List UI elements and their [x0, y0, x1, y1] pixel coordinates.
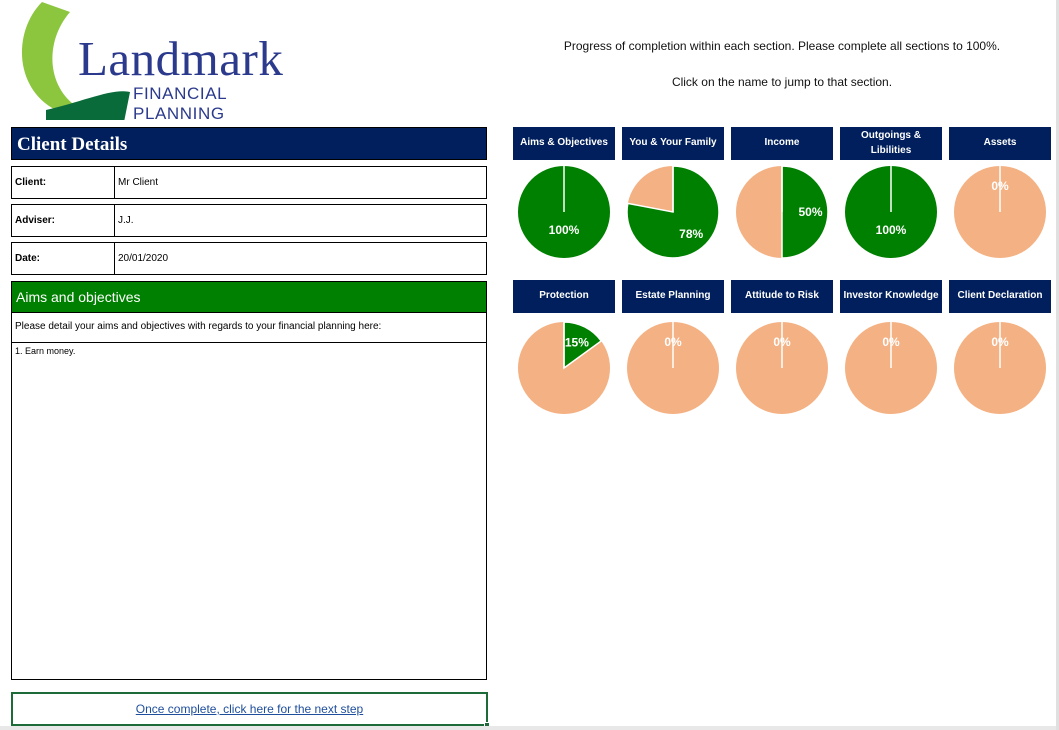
pie-assets: 0% [954, 166, 1046, 258]
client-value[interactable]: Mr Client [118, 177, 159, 188]
pie-percent-label: 0% [882, 335, 900, 349]
pie-percent-label: 0% [773, 335, 791, 349]
client-label: Client: [12, 167, 115, 198]
pie-percent-label: 100% [549, 223, 580, 237]
pie-estate-planning: 0% [627, 322, 719, 414]
pie-you-your-family: 78% [626, 165, 720, 259]
logo-subtitle: FINANCIAL PLANNING [133, 84, 227, 123]
aims-header: Aims and objectives [11, 281, 487, 313]
pie-percent-label: 100% [876, 223, 907, 237]
adviser-row: Adviser: J.J. [11, 204, 487, 237]
section-button-attitude-to-risk[interactable]: Attitude to Risk [731, 280, 833, 313]
pie-aims-objectives: 100% [518, 166, 610, 258]
pie-percent-label: 78% [679, 227, 703, 241]
pie-attitude-to-risk: 0% [736, 322, 828, 414]
section-button-assets[interactable]: Assets [949, 127, 1051, 160]
pie-percent-label: 15% [565, 336, 589, 350]
adviser-value[interactable]: J.J. [118, 215, 134, 226]
adviser-label: Adviser: [12, 205, 115, 236]
pie-percent-label: 0% [991, 335, 1009, 349]
pie-investor-knowledge: 0% [845, 322, 937, 414]
section-button-client-declaration[interactable]: Client Declaration [949, 280, 1051, 313]
date-row: Date: 20/01/2020 [11, 242, 487, 275]
pie-outgoings-liabilities: 100% [845, 166, 937, 258]
intro-progress-text: Progress of completion within each secti… [563, 39, 1001, 53]
intro-jump-text: Click on the name to jump to that sectio… [671, 75, 893, 89]
pie-income: 50% [736, 165, 829, 259]
pie-percent-label: 50% [798, 205, 822, 219]
section-button-outgoings-liabilities[interactable]: Outgoings & Libilities [840, 127, 942, 160]
pie-complete-slice [781, 165, 829, 259]
section-button-investor-knowledge[interactable]: Investor Knowledge [840, 280, 942, 313]
date-label: Date: [12, 243, 115, 274]
pie-protection: 15% [518, 321, 610, 414]
sheet-bottom-strip [0, 726, 1059, 730]
section-button-protection[interactable]: Protection [513, 280, 615, 313]
pie-percent-label: 0% [664, 335, 682, 349]
landmark-logo: Landmark FINANCIAL PLANNING [12, 2, 322, 123]
logo-swoosh-icon [22, 2, 130, 120]
logo-wordmark: Landmark [78, 31, 284, 86]
aims-text-area[interactable]: 1. Earn money. [11, 343, 487, 680]
section-button-estate-planning[interactable]: Estate Planning [622, 280, 724, 313]
pie-client-declaration: 0% [954, 322, 1046, 414]
client-row: Client: Mr Client [11, 166, 487, 199]
sheet-right-edge [1056, 0, 1059, 730]
pie-percent-label: 0% [991, 179, 1009, 193]
section-button-aims-objectives[interactable]: Aims & Objectives [513, 127, 615, 160]
next-step-link[interactable]: Once complete, click here for the next s… [11, 692, 488, 726]
date-value[interactable]: 20/01/2020 [118, 253, 169, 264]
section-button-you-your-family[interactable]: You & Your Family [622, 127, 724, 160]
section-button-income[interactable]: Income [731, 127, 833, 160]
aims-prompt: Please detail your aims and objectives w… [11, 313, 487, 343]
client-details-title: Client Details [11, 127, 487, 160]
